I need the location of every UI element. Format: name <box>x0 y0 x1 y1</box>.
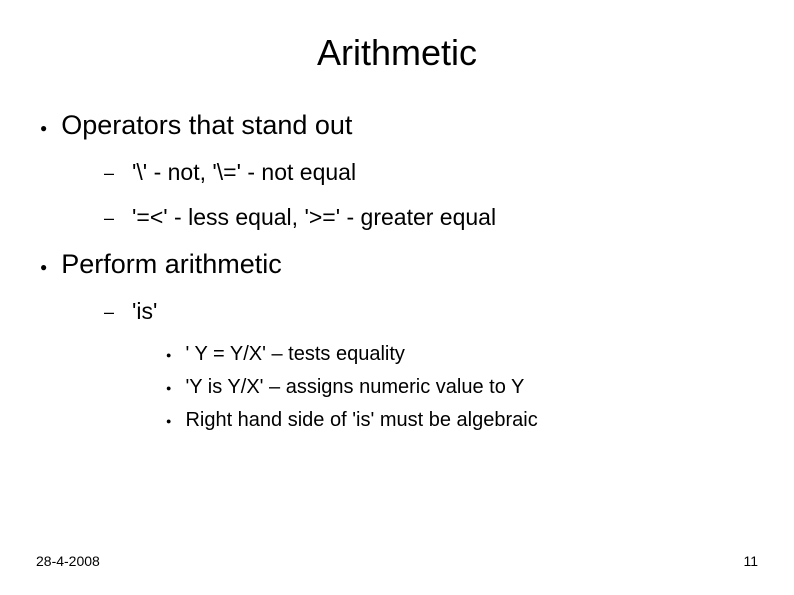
bullet-icon: – <box>104 163 114 184</box>
list-item-label: '\' - not, '\=' - not equal <box>132 159 356 186</box>
list-item: – '=<' - less equal, '>=' - greater equa… <box>104 204 754 231</box>
bullet-list-level1: ● Operators that stand out <box>40 110 754 141</box>
footer-date: 28-4-2008 <box>36 553 100 569</box>
list-item-label: 'is' <box>132 298 157 325</box>
list-item-label: Perform arithmetic <box>61 249 282 280</box>
bullet-icon: ● <box>166 350 171 360</box>
bullet-icon: ● <box>40 260 47 274</box>
list-item-label: Right hand side of 'is' must be algebrai… <box>185 409 537 432</box>
list-item: – '\' - not, '\=' - not equal <box>104 159 754 186</box>
list-item: – 'is' <box>104 298 754 325</box>
slide-content: ● Operators that stand out – '\' - not, … <box>40 110 754 442</box>
list-item: ● Right hand side of 'is' must be algebr… <box>166 409 754 432</box>
bullet-list-level1: ● Perform arithmetic <box>40 249 754 280</box>
footer-page-number: 11 <box>743 553 758 569</box>
bullet-icon: ● <box>40 121 47 135</box>
bullet-list-level2: – 'is' <box>104 298 754 325</box>
list-item: ● Perform arithmetic <box>40 249 754 280</box>
list-item: ● Operators that stand out <box>40 110 754 141</box>
list-item: ● 'Y is Y/X' – assigns numeric value to … <box>166 376 754 399</box>
list-item-label: Operators that stand out <box>61 110 352 141</box>
bullet-icon: – <box>104 302 114 323</box>
bullet-list-level2: – '\' - not, '\=' - not equal – '=<' - l… <box>104 159 754 231</box>
slide-title: Arithmetic <box>0 32 794 74</box>
list-item-label: 'Y is Y/X' – assigns numeric value to Y <box>185 376 524 399</box>
bullet-list-level3: ● ' Y = Y/X' – tests equality ● 'Y is Y/… <box>166 343 754 432</box>
slide: Arithmetic ● Operators that stand out – … <box>0 0 794 595</box>
list-item-label: ' Y = Y/X' – tests equality <box>185 343 404 366</box>
list-item-label: '=<' - less equal, '>=' - greater equal <box>132 204 496 231</box>
bullet-icon: ● <box>166 416 171 426</box>
bullet-icon: ● <box>166 383 171 393</box>
list-item: ● ' Y = Y/X' – tests equality <box>166 343 754 366</box>
bullet-icon: – <box>104 208 114 229</box>
